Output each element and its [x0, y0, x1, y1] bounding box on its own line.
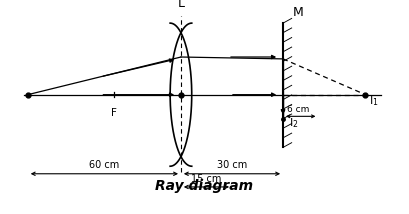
Text: 60 cm: 60 cm — [89, 160, 119, 171]
Text: F: F — [111, 108, 117, 118]
Text: L: L — [178, 0, 184, 10]
Text: M: M — [293, 6, 303, 19]
Text: I$_2$: I$_2$ — [289, 117, 299, 131]
Text: 6 cm: 6 cm — [287, 105, 309, 114]
Text: Ray diagram: Ray diagram — [155, 179, 254, 193]
Text: 15 cm: 15 cm — [191, 174, 222, 184]
Text: I$_1$: I$_1$ — [369, 94, 379, 108]
Text: 30 cm: 30 cm — [217, 160, 247, 171]
